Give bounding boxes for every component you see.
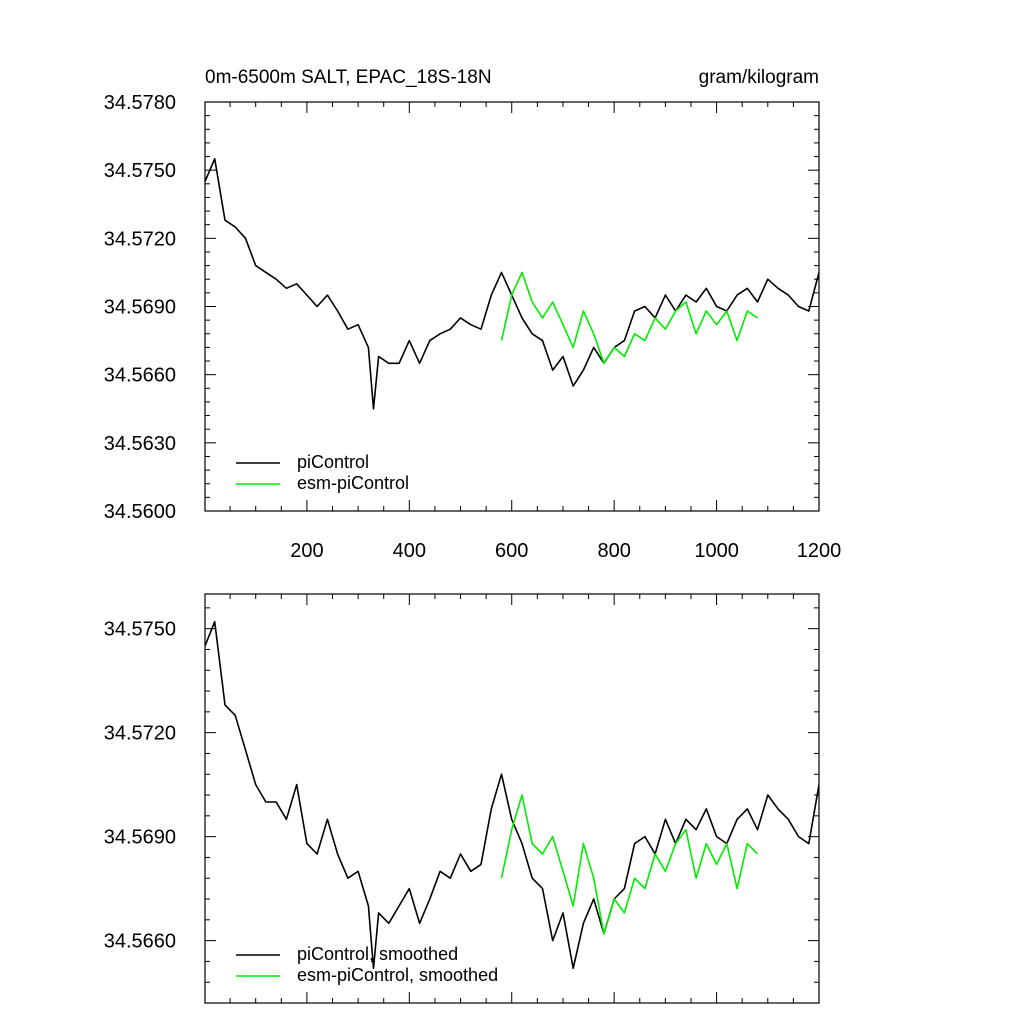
legend-label: esm-piControl bbox=[297, 473, 409, 493]
y-tick-label: 34.5660 bbox=[104, 365, 176, 387]
series-line-green bbox=[500, 271, 758, 365]
y-tick-label: 34.5720 bbox=[104, 228, 176, 250]
x-tick-label: 800 bbox=[597, 540, 630, 562]
x-tick-label: 600 bbox=[495, 540, 528, 562]
series-line-black bbox=[205, 620, 819, 970]
y-tick-label: 34.5690 bbox=[104, 297, 176, 319]
y-tick-label: 34.5630 bbox=[104, 433, 176, 455]
y-tick-label: 34.5690 bbox=[104, 827, 176, 849]
x-tick-label: 1000 bbox=[694, 540, 739, 562]
y-tick-label: 34.5600 bbox=[104, 501, 176, 523]
series-line-green bbox=[500, 794, 759, 935]
x-tick-label: 200 bbox=[290, 540, 323, 562]
y-tick-label: 34.5750 bbox=[104, 619, 176, 641]
series-line-black bbox=[205, 158, 819, 410]
panel-1: 34.5600 34.5630 34.5660 34.5690 34.5720 34.57… bbox=[104, 67, 842, 562]
legend-label: piControl bbox=[297, 452, 369, 472]
x-tick-label: 1200 bbox=[797, 540, 842, 562]
plot-frame bbox=[204, 101, 820, 512]
y-tick-label: 34.5750 bbox=[104, 160, 176, 182]
y-tick-label: 34.5720 bbox=[104, 723, 176, 745]
x-tick-label: 400 bbox=[393, 540, 426, 562]
panel-2: 34.5660 34.5690 34.5720 34.5750 piControl, s… bbox=[104, 593, 820, 1004]
y-tick-label: 34.5660 bbox=[104, 931, 176, 953]
units-label: gram/kilogram bbox=[699, 67, 819, 88]
legend-label: esm-piControl, smoothed bbox=[297, 965, 498, 985]
y-tick-label: 34.5780 bbox=[104, 92, 176, 114]
legend-label: piControl, smoothed bbox=[297, 944, 458, 964]
plot-frame bbox=[204, 593, 820, 1004]
chart-title: 0m-6500m SALT, EPAC_18S-18N bbox=[205, 67, 492, 88]
